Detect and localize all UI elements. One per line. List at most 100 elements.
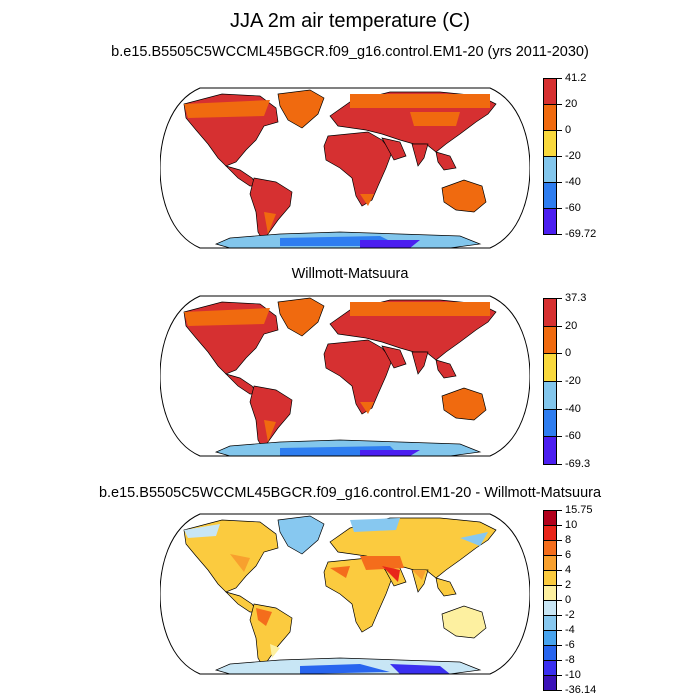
colorbar-box <box>543 130 557 157</box>
colorbar-box <box>543 208 557 235</box>
colorbar-label: 20 <box>565 319 578 332</box>
continent-seasia <box>435 577 457 597</box>
temperature-region <box>360 194 374 206</box>
colorbar-label: 0 <box>565 594 572 606</box>
temperature-region <box>460 532 488 546</box>
colorbar-box <box>543 555 557 571</box>
colorbar-tick <box>557 555 562 556</box>
colorbar-label: -6 <box>565 639 575 651</box>
colorbar-label: -2 <box>565 609 575 621</box>
temperature-region <box>184 524 220 538</box>
continent-seasia <box>435 359 457 379</box>
colorbar-label: -60 <box>565 430 581 443</box>
colorbar-box <box>543 630 557 646</box>
colorbar-label: -4 <box>565 624 575 636</box>
map-svg <box>160 513 530 675</box>
colorbar-tick <box>557 660 562 661</box>
colorbar-tick <box>557 78 562 79</box>
colorbar-tick <box>557 464 562 465</box>
colorbar-label: -20 <box>565 150 581 162</box>
continent-arabia <box>381 137 407 161</box>
colorbar-box <box>543 645 557 661</box>
continent-australia <box>441 387 487 421</box>
panel-3-subtitle: b.e15.B5505C5WCCML45BGCR.f09_g16.control… <box>98 485 602 501</box>
colorbar-label: 15.75 <box>565 504 593 516</box>
temperature-region <box>382 566 400 582</box>
colorbar-box <box>543 182 557 209</box>
temperature-region <box>300 664 390 674</box>
colorbar-tick <box>557 156 562 157</box>
colorbar-label: -69.72 <box>565 228 597 240</box>
colorbar-label: -40 <box>565 402 581 415</box>
panel-2-map <box>160 290 530 462</box>
colorbar-tick <box>557 615 562 616</box>
colorbar-box <box>543 436 557 465</box>
colorbar-label: -20 <box>565 375 581 387</box>
panel-2-subtitle: Willmott-Matsuura <box>291 266 409 282</box>
temperature-region <box>184 308 270 326</box>
continent-namerica <box>183 519 279 593</box>
map-frame <box>160 295 530 457</box>
temperature-region <box>360 556 404 570</box>
temperature-region <box>412 570 426 580</box>
colorbar-tick <box>557 675 562 676</box>
temperature-region <box>390 664 450 674</box>
panel-1-subtitle: b.e15.B5505C5WCCML45BGCR.f09_g16.control… <box>111 44 589 60</box>
colorbar-tick <box>557 104 562 105</box>
colorbar-box <box>543 660 557 676</box>
temperature-region <box>360 402 374 414</box>
colorbar-label: 37.3 <box>565 292 587 304</box>
continent-greenland <box>277 515 325 555</box>
colorbar-tick <box>557 630 562 631</box>
map-svg <box>160 87 530 249</box>
colorbar-box <box>543 78 557 105</box>
colorbar-tick <box>557 436 562 438</box>
temperature-region <box>270 644 280 658</box>
temperature-region <box>350 302 490 316</box>
colorbar-label: 0 <box>565 347 572 360</box>
colorbar-label: 41.2 <box>565 72 587 84</box>
colorbar-label: 8 <box>565 534 572 546</box>
temperature-region <box>360 450 420 456</box>
colorbar-box <box>543 600 557 616</box>
colorbar-tick <box>557 130 562 131</box>
temperature-region <box>350 94 490 108</box>
colorbar-tick <box>557 381 562 382</box>
map-svg <box>160 295 530 457</box>
colorbar-label: -40 <box>565 176 581 188</box>
colorbar-label: -69.3 <box>565 458 591 470</box>
colorbar-label: 20 <box>565 98 578 110</box>
colorbar-box <box>543 104 557 131</box>
continent-greenland <box>277 89 325 129</box>
colorbar-box <box>543 615 557 631</box>
colorbar-box <box>543 570 557 586</box>
colorbar-tick <box>557 600 562 601</box>
colorbar-tick <box>557 208 562 209</box>
colorbar-label: -36.14 <box>565 684 597 696</box>
temperature-region <box>256 608 272 626</box>
panel-3-map <box>160 508 530 680</box>
colorbar-tick <box>557 325 562 327</box>
colorbar-tick <box>557 510 562 511</box>
colorbar-tick <box>557 525 562 526</box>
temperature-region <box>230 554 250 572</box>
colorbar-box <box>543 675 557 691</box>
continent-samerica <box>249 177 293 243</box>
colorbar-tick <box>557 234 562 235</box>
colorbar-label: -8 <box>565 654 575 666</box>
colorbar-box <box>543 525 557 541</box>
panel-1-map <box>160 82 530 254</box>
temperature-region <box>410 112 460 126</box>
colorbar-tick <box>557 408 562 410</box>
colorbar-box <box>543 408 557 438</box>
colorbar-box <box>543 353 557 382</box>
temperature-region <box>330 566 350 578</box>
map-frame <box>160 513 530 675</box>
continent-samerica <box>249 385 293 451</box>
colorbar-label: 4 <box>565 564 572 576</box>
continent-greenland <box>277 297 325 337</box>
continent-seasia <box>435 151 457 171</box>
colorbar-tick <box>557 540 562 541</box>
temperature-region <box>350 518 400 532</box>
colorbar-tick <box>557 690 562 691</box>
